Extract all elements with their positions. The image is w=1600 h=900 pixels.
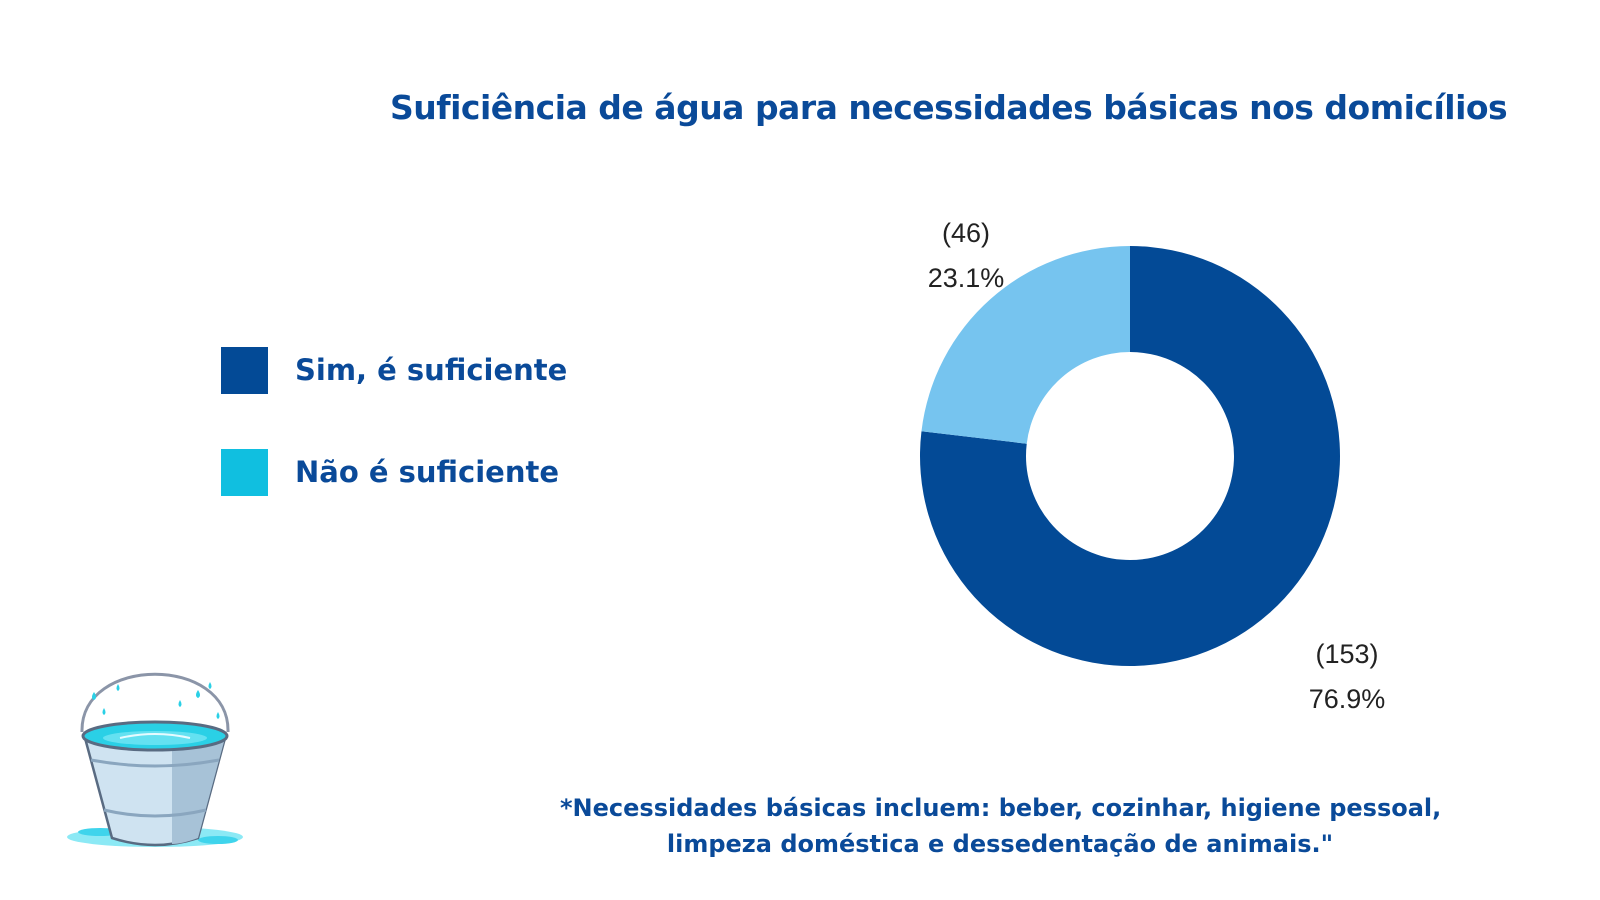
chart-title: Suficiência de água para necessidades bá… (390, 88, 1508, 127)
legend-label-sim: Sim, é suficiente (295, 353, 568, 387)
legend-label-nao: Não é suficiente (295, 455, 560, 489)
donut-slice-nao (921, 246, 1130, 444)
legend-item-nao: Não é suficiente (221, 448, 559, 496)
data-label-percent-nao: 23.1% (928, 263, 1005, 293)
donut-slice-sim (920, 246, 1340, 666)
donut-slices (920, 246, 1340, 666)
legend-item-sim: Sim, é suficiente (221, 346, 567, 394)
legend-swatch-nao (221, 448, 268, 496)
footnote-line-1: *Necessidades básicas incluem: beber, co… (560, 794, 1442, 822)
legend-swatch-sim (221, 346, 268, 394)
data-label-count-nao: (46) (942, 218, 990, 248)
data-label-percent-sim: 76.9% (1309, 684, 1386, 714)
footnote: *Necessidades básicas incluem: beber, co… (560, 790, 1442, 862)
data-label-count-sim: (153) (1315, 639, 1378, 669)
water-bucket-illustration (67, 672, 243, 847)
footnote-line-2: limpeza doméstica e dessedentação de ani… (666, 830, 1334, 858)
